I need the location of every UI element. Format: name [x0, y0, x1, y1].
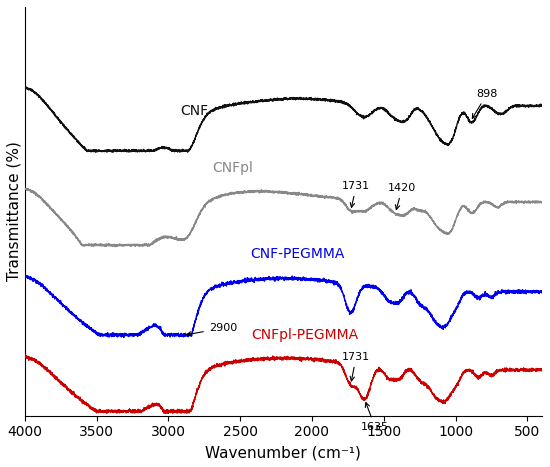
Text: 1731: 1731 — [342, 181, 370, 207]
Text: 1731: 1731 — [342, 352, 370, 381]
Text: 2900: 2900 — [186, 323, 237, 336]
Text: 898: 898 — [472, 89, 498, 118]
Text: 1420: 1420 — [388, 183, 416, 210]
Text: CNFpl-PEGMMA: CNFpl-PEGMMA — [251, 328, 359, 342]
Text: CNF: CNF — [180, 104, 208, 118]
Text: CNF-PEGMMA: CNF-PEGMMA — [250, 247, 345, 261]
Y-axis label: Transmittance (%): Transmittance (%) — [7, 142, 22, 281]
X-axis label: Wavenumber (cm⁻¹): Wavenumber (cm⁻¹) — [205, 445, 361, 460]
Text: CNFpl: CNFpl — [212, 161, 254, 175]
Text: 1635: 1635 — [361, 403, 389, 432]
